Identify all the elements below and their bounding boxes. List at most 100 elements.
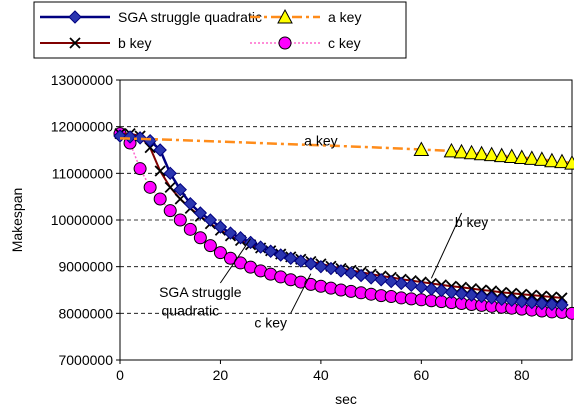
data-point [453,143,470,159]
legend-swatch-marker [69,37,81,49]
data-point [123,130,137,144]
data-point [193,206,208,220]
data-point [503,148,520,164]
data-point-stroke [526,289,538,301]
data-point [374,273,388,287]
x-tick-label: 0 [116,367,124,383]
data-point-stroke [496,286,508,298]
series-3 [113,127,574,320]
data-point [153,143,167,157]
data-point [223,226,238,240]
x-tick-label: 60 [414,367,430,383]
y-axis-label: Makespan [9,188,25,253]
data-point [183,222,197,236]
series-0 [113,129,569,312]
data-point [483,146,500,162]
data-point [494,292,509,307]
data-point [153,192,167,206]
legend-label: a key [328,9,361,25]
data-point [193,231,207,245]
legend-swatch-marker [278,36,292,50]
data-point [526,289,538,301]
legend-item-1: a key [250,8,361,25]
legend-swatch-marker [68,10,82,24]
data-point [555,298,569,312]
data-point [384,274,398,289]
data-point [314,259,328,274]
y-tick-label: 12000000 [51,119,114,135]
data-point [493,147,510,163]
data-point [515,294,529,309]
data-point [183,196,198,211]
data-point [424,282,439,296]
data-point [404,278,418,293]
data-point [203,213,218,227]
data-point [534,151,550,166]
annotation-pointer [219,238,251,284]
data-point [173,213,187,227]
data-point [163,204,177,218]
data-point [304,257,318,271]
data-point-stroke [164,181,176,193]
data-point [213,220,228,234]
annotation-label: SGA struggle [159,284,242,300]
data-point [463,144,480,160]
y-tick-label: 13000000 [51,72,114,88]
y-tick-label: 8000000 [58,305,113,321]
data-point [213,246,227,260]
data-point [525,295,539,310]
y-tick-label: 9000000 [58,259,113,275]
data-point [284,251,298,265]
legend-label: SGA struggle quadratic [118,9,262,25]
data-point [474,289,489,304]
data-point [523,150,540,165]
y-tick-label: 7000000 [58,352,113,368]
x-tick-label: 40 [313,367,329,383]
data-point [513,149,530,164]
data-point [464,288,479,302]
data-point [133,162,147,176]
annotation-label: quadratic [162,303,220,319]
data-point [486,285,498,297]
data-point [203,239,217,253]
data-point [546,291,558,303]
data-point [334,264,348,278]
data-point [154,165,166,177]
data-point [454,287,469,301]
data-point [554,153,570,169]
legend: SGA struggle quadratic a key b key c key [33,1,407,59]
legend-item-3: c key [250,35,361,51]
y-tick-label: 11000000 [52,165,113,181]
annotation-pointer [290,273,312,314]
data-point [496,286,508,298]
legend-swatch-marker [277,8,293,24]
data-point [545,297,559,312]
data-point [163,166,177,181]
data-point [434,283,449,298]
annotation-label: a key [304,132,337,148]
data-point [473,145,490,161]
data-point [294,254,308,268]
annotation-label: c key [254,314,287,330]
y-tick-label: 10000000 [51,212,114,228]
legend-label: c key [328,35,361,51]
data-point [564,155,574,170]
data-point-stroke [556,292,568,304]
data-point [263,244,278,258]
x-tick-label: 20 [213,367,229,383]
series-1 [119,137,574,170]
data-point [364,271,378,285]
data-point-stroke [154,165,166,177]
legend-item-2: b key [40,35,151,51]
data-point-stroke [546,291,558,303]
x-tick-label: 80 [514,367,530,383]
data-point-stroke [506,287,518,299]
data-point [133,131,147,145]
annotation-pointer [430,212,463,279]
data-point [536,290,548,302]
data-point-stroke [536,290,548,302]
data-point [173,182,187,197]
data-point [143,180,157,194]
